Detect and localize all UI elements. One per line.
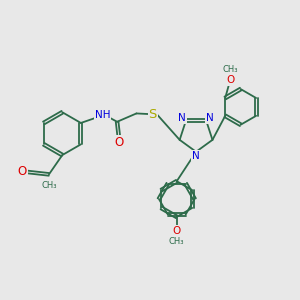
Text: O: O xyxy=(226,75,234,85)
Text: CH₃: CH₃ xyxy=(169,237,184,246)
Text: CH₃: CH₃ xyxy=(41,181,57,190)
Text: O: O xyxy=(114,136,124,149)
Text: N: N xyxy=(192,151,200,161)
Text: O: O xyxy=(18,166,27,178)
Text: NH: NH xyxy=(94,110,110,120)
Text: CH₃: CH₃ xyxy=(223,65,238,74)
Text: N: N xyxy=(206,113,214,123)
Text: N: N xyxy=(178,113,186,123)
Text: S: S xyxy=(148,107,157,121)
Text: O: O xyxy=(172,226,181,236)
